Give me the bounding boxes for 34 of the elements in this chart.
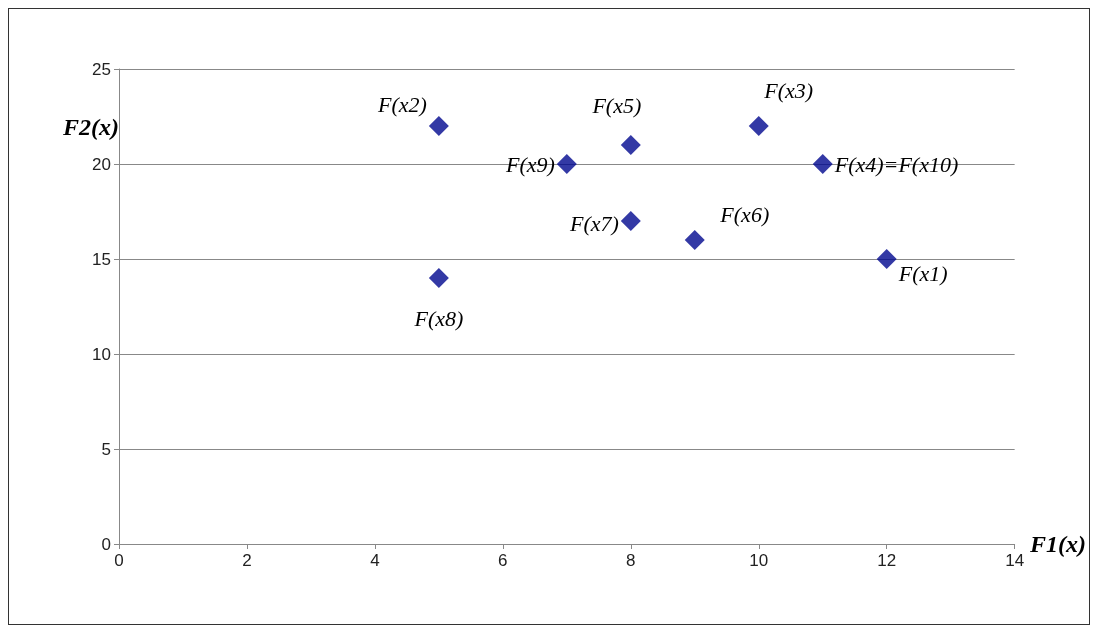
point bbox=[876, 249, 897, 269]
y-tick-label: 25 bbox=[92, 59, 111, 79]
x-tick-label: 10 bbox=[749, 551, 769, 570]
y-tick-label: 10 bbox=[92, 344, 111, 364]
x-tick-label: 12 bbox=[877, 551, 897, 570]
annotation: F(x7) bbox=[568, 210, 619, 236]
point bbox=[748, 116, 769, 136]
annotation: F(x8) bbox=[413, 305, 464, 331]
annotation: F(x1) bbox=[897, 260, 948, 286]
y-tick-label: 15 bbox=[92, 249, 111, 269]
annotation: F(x4)=F(x10) bbox=[833, 151, 959, 177]
point bbox=[812, 154, 833, 174]
y-tick-label: 20 bbox=[92, 154, 111, 174]
annotation: F(x6) bbox=[719, 201, 770, 227]
point bbox=[428, 116, 449, 136]
point bbox=[684, 230, 705, 250]
x-tick-label: 8 bbox=[626, 551, 636, 570]
x-tick-label: 14 bbox=[1005, 551, 1025, 570]
x-tick-label: 4 bbox=[370, 551, 380, 570]
x-tick-label: 2 bbox=[242, 551, 252, 570]
point bbox=[556, 154, 577, 174]
annotation: F(x9) bbox=[504, 151, 555, 177]
x-tick-label: 6 bbox=[498, 551, 508, 570]
x-axis-title: F1(x) bbox=[1029, 531, 1087, 557]
point bbox=[428, 268, 449, 288]
y-tick-label: 0 bbox=[101, 534, 111, 554]
annotation: F(x3) bbox=[763, 77, 814, 103]
x-tick-label: 0 bbox=[114, 551, 124, 570]
point bbox=[620, 211, 641, 231]
annotation: F(x2) bbox=[377, 91, 427, 117]
point bbox=[620, 135, 641, 155]
annotation: F(x5) bbox=[591, 92, 642, 118]
y-tick-label: 5 bbox=[101, 439, 111, 459]
y-axis-title: F2(x) bbox=[62, 114, 119, 140]
